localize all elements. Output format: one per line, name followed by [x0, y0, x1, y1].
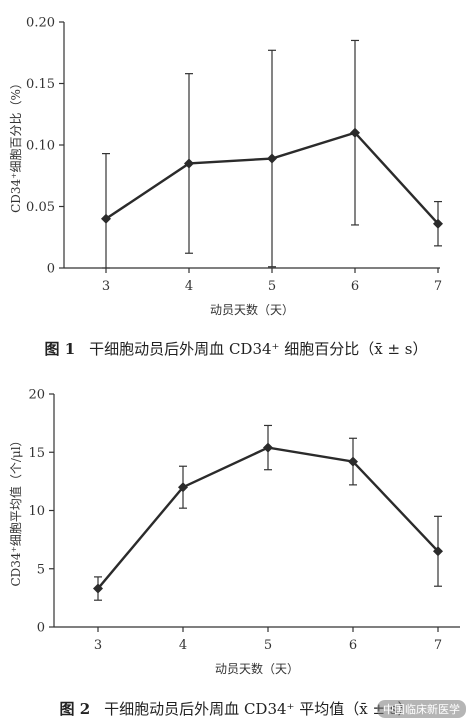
figure-1-caption: 图 1 干细胞动员后外周血 CD34⁺ 细胞百分比（x̄ ± s） [0, 338, 472, 359]
x-tick-label: 5 [268, 279, 276, 294]
x-tick-label: 5 [264, 638, 272, 653]
x-tick-label: 6 [349, 638, 357, 653]
x-tick-label: 3 [102, 279, 110, 294]
y-axis-title: CD34⁺细胞百分比（%） [9, 77, 23, 213]
data-point [101, 213, 111, 224]
x-tick-label: 4 [185, 279, 193, 294]
data-point [348, 456, 358, 467]
data-point [433, 546, 443, 557]
data-point [263, 442, 273, 453]
x-tick-label: 3 [94, 638, 102, 653]
x-tick-label: 7 [434, 638, 442, 653]
data-point [178, 482, 188, 493]
x-tick-label: 7 [434, 279, 442, 294]
y-tick-label: 5 [37, 562, 45, 577]
y-tick-label: 0.15 [26, 77, 55, 92]
y-tick-label: 0.10 [26, 139, 55, 154]
y-tick-label: 0 [37, 621, 45, 636]
data-point [433, 218, 443, 229]
y-tick-label: 0.05 [26, 200, 55, 215]
y-tick-label: 15 [28, 446, 45, 461]
data-point [184, 158, 194, 169]
figure-2-caption-text: 干细胞动员后外周血 CD34⁺ 平均值（x̄ ± s） [104, 700, 413, 718]
x-tick-label: 4 [179, 638, 187, 653]
figure-2-number: 图 2 [59, 700, 91, 718]
watermark: 中国临床新医学 [377, 700, 466, 718]
y-tick-label: 20 [28, 388, 45, 403]
data-point [350, 127, 360, 138]
data-point [93, 583, 103, 594]
y-axis-title: CD34⁺细胞平均值（个/μl） [8, 434, 23, 586]
x-axis-title: 动员天数（天） [210, 302, 294, 317]
x-axis-title: 动员天数（天） [215, 661, 299, 676]
y-tick-label: 10 [28, 504, 45, 519]
figure-1-caption-text: 干细胞动员后外周血 CD34⁺ 细胞百分比（x̄ ± s） [89, 340, 428, 358]
figure-2-caption: 图 2 干细胞动员后外周血 CD34⁺ 平均值（x̄ ± s） [0, 698, 472, 719]
figure-2-chart: 0 5 10 15 20 3 4 5 6 7 动员天数（天） CD34⁺细胞平均值（个/μl） [8, 388, 460, 676]
figure-1-chart: 0 0.05 0.10 0.15 0.20 3 4 5 6 7 动员天数（天） CD34⁺细胞百分比（… [9, 16, 443, 317]
data-point [267, 153, 277, 164]
x-tick-label: 6 [351, 279, 359, 294]
y-tick-label: 0.20 [26, 16, 55, 31]
y-tick-label: 0 [47, 262, 55, 277]
figure-1-number: 图 1 [44, 340, 76, 358]
